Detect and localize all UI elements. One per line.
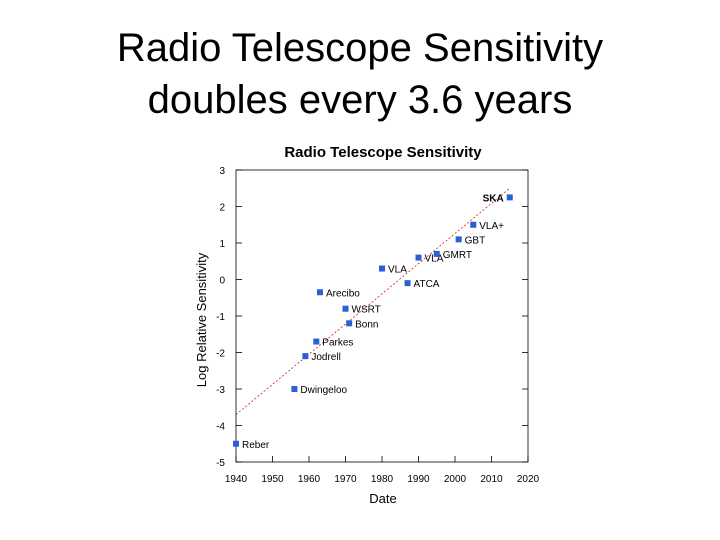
slide-title-line-2: doubles every 3.6 years [147, 78, 573, 122]
point-atca-marker [404, 280, 411, 287]
point-vla-label: VLA [425, 254, 444, 265]
point-vla--label: VLA+ [479, 221, 504, 232]
x-tick-label: 1970 [334, 474, 357, 485]
point-gmrt-label: GMRT [443, 250, 472, 261]
point-bonn-marker [346, 320, 353, 327]
y-tick-label: -4 [216, 422, 225, 433]
point-ska-marker [506, 194, 513, 201]
slide-title-line-1: Radio Telescope Sensitivity [116, 26, 604, 70]
point-gmrt-marker [433, 250, 440, 257]
data-points: Reber Dwingeloo Jodrell Parkes Arecibo WSRT Bo… [233, 193, 513, 451]
point-vla-marker [415, 254, 422, 261]
point-gbt-label: GBT [465, 235, 486, 246]
point-vla-marker [379, 265, 385, 272]
point-arecibo-label: Arecibo [326, 288, 360, 299]
x-tick-label: 2000 [444, 474, 467, 485]
point-dwingeloo-label: Dwingeloo [300, 385, 347, 396]
point-reber-marker [233, 440, 239, 447]
slide-title: Radio Telescope Sensitivity doubles ever… [0, 22, 720, 126]
point-arecibo-marker [316, 289, 323, 296]
point-jodrell-label: Jodrell [311, 352, 340, 363]
x-axis-ticks: 1940 1950 1960 1970 1980 1990 2000 2010 2020 [225, 456, 540, 485]
y-tick-label: 2 [219, 203, 225, 214]
x-tick-label: 1950 [261, 474, 284, 485]
y-tick-label: 1 [219, 239, 225, 250]
point-gbt-marker [455, 236, 462, 243]
y-axis-ticks: 3 2 1 0 -1 -2 -3 -4 -5 [216, 166, 528, 469]
point-parkes-marker [313, 338, 320, 345]
x-tick-label: 2020 [517, 474, 540, 485]
point-vla--marker [470, 221, 477, 228]
point-vla-label: VLA [388, 265, 407, 276]
x-tick-label: 1960 [298, 474, 321, 485]
point-wsrt-label: WSRT [352, 305, 381, 316]
trend-line [235, 187, 511, 415]
point-ska-label: SKA [483, 193, 504, 204]
y-tick-label: -1 [216, 312, 225, 323]
plot-border [235, 169, 529, 463]
x-tick-label: 1940 [225, 474, 248, 485]
trend-line-group [235, 187, 511, 415]
y-axis-label: Log Relative Sensitivity [194, 252, 209, 387]
point-wsrt-marker [342, 305, 349, 312]
point-bonn-label: Bonn [355, 319, 378, 330]
point-atca-label: ATCA [414, 279, 440, 290]
plot-frame [235, 169, 529, 463]
point-dwingeloo-marker [291, 386, 298, 392]
point-jodrell-marker [302, 353, 309, 360]
point-reber-label: Reber [242, 440, 270, 451]
x-tick-label: 1980 [371, 474, 394, 485]
y-tick-label: 3 [219, 166, 225, 177]
point-parkes-label: Parkes [322, 338, 353, 349]
y-tick-label: -2 [216, 349, 225, 360]
y-tick-label: -5 [216, 458, 225, 469]
y-tick-label: -3 [216, 385, 225, 396]
x-tick-label: 2010 [480, 474, 503, 485]
y-tick-label: 0 [219, 276, 225, 287]
chart-title: Radio Telescope Sensitivity [284, 144, 482, 161]
x-axis-label: Date [369, 491, 396, 506]
x-tick-label: 1990 [407, 474, 430, 485]
